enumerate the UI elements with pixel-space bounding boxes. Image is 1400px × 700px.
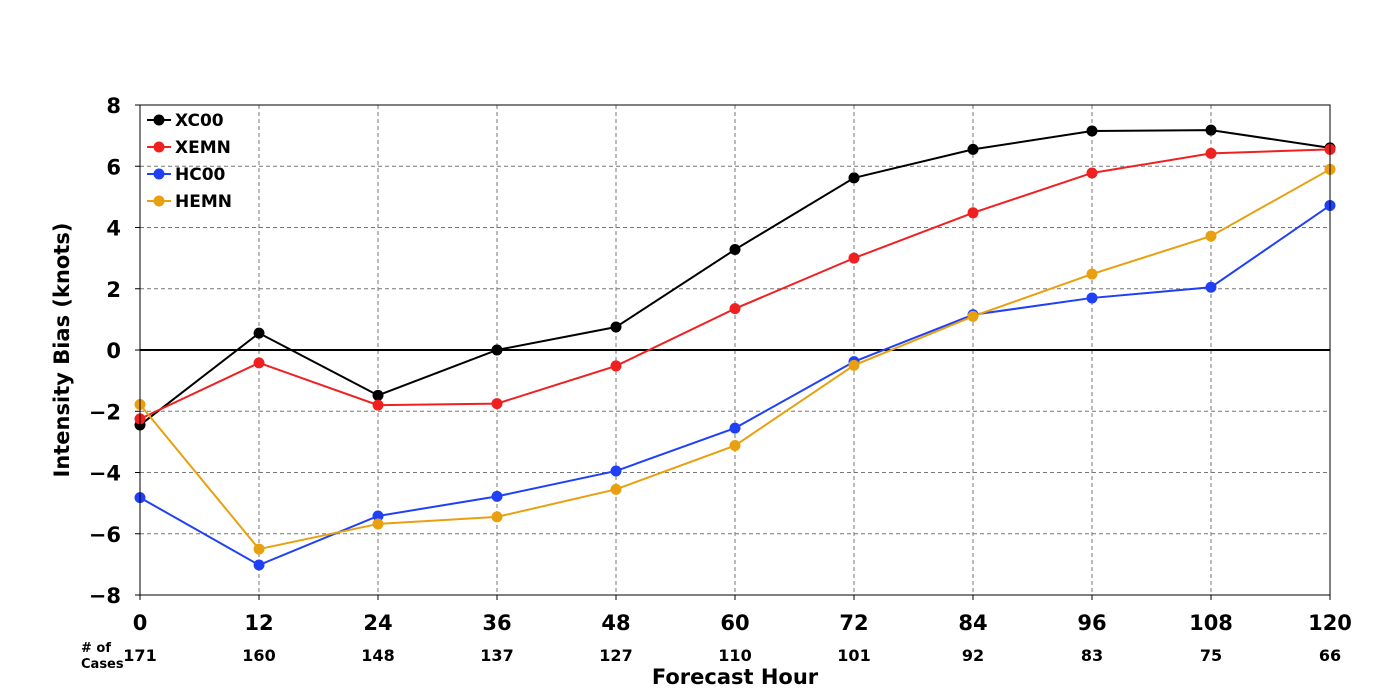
data-point bbox=[848, 252, 860, 264]
y-tick-label: 2 bbox=[106, 278, 121, 302]
data-point bbox=[253, 559, 265, 571]
y-tick-label: 8 bbox=[106, 94, 121, 118]
legend-label: HEMN bbox=[175, 192, 232, 212]
legend-item: HC00 bbox=[147, 165, 226, 185]
case-count-label: 137 bbox=[480, 646, 513, 665]
case-count-label: 127 bbox=[599, 646, 632, 665]
legend-label: HC00 bbox=[175, 165, 226, 185]
data-point bbox=[729, 303, 741, 315]
data-point bbox=[967, 207, 979, 219]
data-point bbox=[967, 143, 979, 155]
x-tick-label: 36 bbox=[482, 611, 511, 635]
data-point bbox=[1086, 292, 1098, 304]
data-point bbox=[729, 422, 741, 434]
legend-marker bbox=[153, 114, 165, 126]
data-point bbox=[372, 510, 384, 522]
case-count-label: 92 bbox=[962, 646, 984, 665]
data-point bbox=[491, 511, 503, 523]
data-point bbox=[1205, 124, 1217, 136]
data-point bbox=[1086, 125, 1098, 137]
y-tick-label: −8 bbox=[89, 584, 121, 608]
y-axis-title: Intensity Bias (knots) bbox=[50, 223, 74, 478]
x-tick-label: 84 bbox=[958, 611, 987, 635]
data-point bbox=[372, 389, 384, 401]
data-point bbox=[729, 244, 741, 256]
data-point bbox=[1205, 281, 1217, 293]
case-count-label: 171 bbox=[123, 646, 156, 665]
y-tick-label: −2 bbox=[89, 400, 121, 424]
case-count-label: 160 bbox=[242, 646, 275, 665]
data-point bbox=[610, 321, 622, 333]
data-point bbox=[491, 344, 503, 356]
legend-item: XEMN bbox=[147, 138, 231, 158]
data-point bbox=[253, 357, 265, 369]
legend: XC00 XEMN HC00 HEMN bbox=[147, 111, 232, 212]
x-axis-ticks: 0 12 24 36 48 60 72 84 96 108 120 bbox=[133, 595, 1352, 635]
cases-title-line2: Cases bbox=[81, 657, 124, 672]
data-point bbox=[372, 399, 384, 411]
case-counts: 171 160 148 137 127 110 101 92 83 75 66 bbox=[123, 646, 1341, 665]
data-point bbox=[848, 359, 860, 371]
data-point bbox=[729, 440, 741, 452]
case-count-label: 110 bbox=[718, 646, 751, 665]
data-point bbox=[610, 483, 622, 495]
x-tick-label: 96 bbox=[1077, 611, 1106, 635]
x-tick-label: 72 bbox=[839, 611, 868, 635]
x-tick-label: 24 bbox=[363, 611, 392, 635]
y-axis-ticks: 8 6 4 2 0 −2 −4 −6 −8 bbox=[89, 94, 140, 608]
x-tick-label: 120 bbox=[1308, 611, 1352, 635]
series-hemn bbox=[134, 163, 1336, 555]
x-axis-title: Forecast Hour bbox=[652, 665, 819, 689]
case-count-label: 148 bbox=[361, 646, 394, 665]
y-tick-label: 6 bbox=[106, 155, 121, 179]
legend-label: XEMN bbox=[175, 138, 231, 158]
legend-item: XC00 bbox=[147, 111, 224, 131]
data-point bbox=[253, 543, 265, 555]
data-point bbox=[1205, 147, 1217, 159]
x-tick-label: 108 bbox=[1189, 611, 1233, 635]
series-xemn bbox=[134, 143, 1336, 425]
data-point bbox=[610, 465, 622, 477]
legend-marker bbox=[153, 168, 165, 180]
case-count-label: 66 bbox=[1319, 646, 1341, 665]
data-point bbox=[491, 490, 503, 502]
data-point bbox=[967, 310, 979, 322]
x-tick-label: 48 bbox=[601, 611, 630, 635]
data-point bbox=[491, 398, 503, 410]
legend-label: XC00 bbox=[175, 111, 224, 131]
y-tick-label: −6 bbox=[89, 523, 121, 547]
series-xc00 bbox=[134, 124, 1336, 431]
data-point bbox=[372, 518, 384, 530]
data-point bbox=[1086, 167, 1098, 179]
data-point bbox=[253, 327, 265, 339]
y-tick-label: 4 bbox=[106, 217, 121, 241]
x-tick-label: 12 bbox=[244, 611, 273, 635]
case-count-label: 101 bbox=[837, 646, 870, 665]
y-tick-label: 0 bbox=[106, 339, 121, 363]
cases-title-line1: # of bbox=[81, 641, 111, 656]
data-series bbox=[134, 124, 1336, 571]
data-point bbox=[1086, 268, 1098, 280]
data-point bbox=[610, 360, 622, 372]
y-tick-label: −4 bbox=[89, 462, 121, 486]
legend-marker bbox=[153, 141, 165, 153]
x-tick-label: 60 bbox=[720, 611, 749, 635]
case-count-label: 75 bbox=[1200, 646, 1222, 665]
case-count-label: 83 bbox=[1081, 646, 1103, 665]
data-point bbox=[1205, 230, 1217, 242]
legend-item: HEMN bbox=[147, 192, 232, 212]
legend-marker bbox=[153, 195, 165, 207]
x-tick-label: 0 bbox=[133, 611, 148, 635]
data-point bbox=[848, 172, 860, 184]
